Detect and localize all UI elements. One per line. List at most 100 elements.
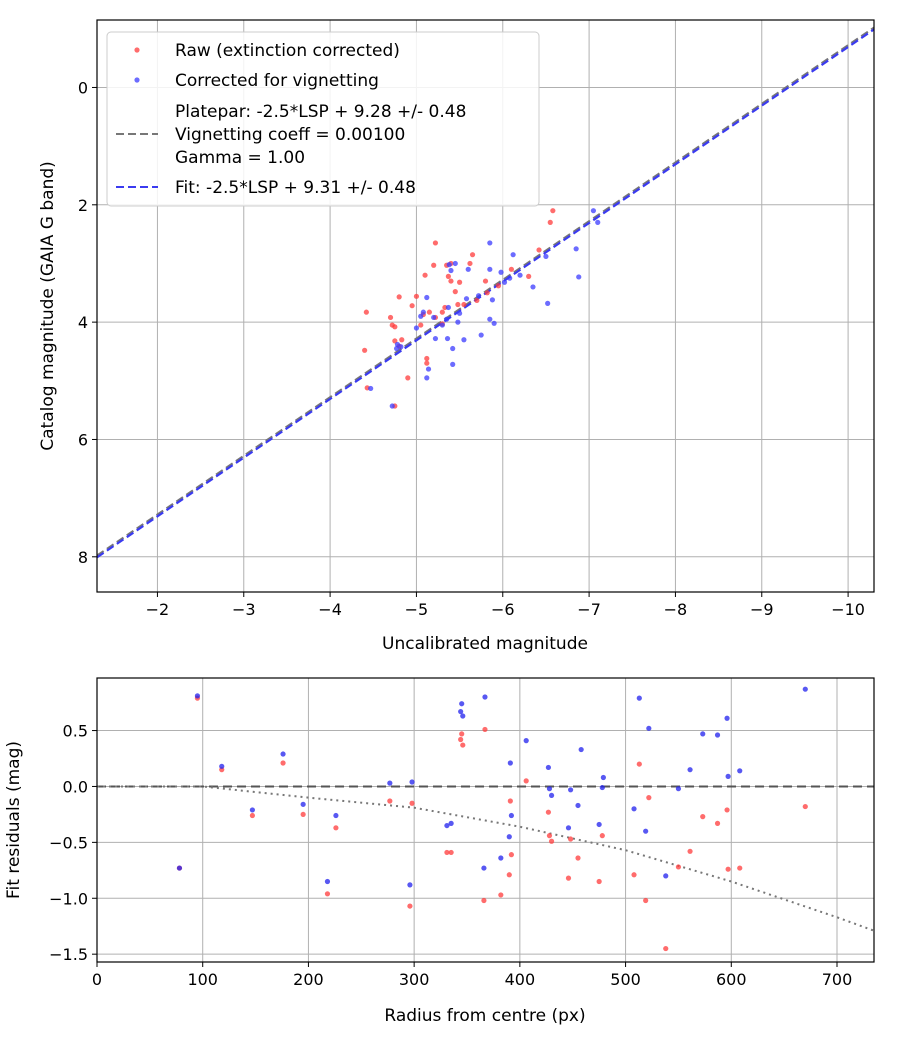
raw-point [432, 240, 439, 246]
corrected-point [546, 786, 553, 792]
raw-point [461, 301, 467, 308]
raw-point [445, 273, 451, 279]
corrected-point [596, 821, 602, 828]
corrected-point [424, 375, 430, 381]
corrected-point [463, 296, 470, 302]
raw-point [550, 208, 556, 214]
corrected-point [578, 746, 584, 753]
corrected-point [573, 246, 579, 252]
raw-point [418, 322, 424, 328]
corrected-point [448, 267, 454, 274]
raw-point [484, 290, 490, 296]
raw-point [426, 309, 432, 315]
vignetting-curve [97, 785, 874, 932]
corrected-point [300, 801, 306, 807]
corrected-point [714, 732, 721, 738]
y-tick-label: 0 [78, 78, 88, 97]
raw-point [409, 303, 415, 309]
raw-point [545, 809, 552, 815]
raw-point [460, 742, 466, 748]
legend-marker-corrected [134, 77, 140, 83]
corrected-point [543, 253, 549, 260]
legend-box [106, 31, 540, 207]
corrected-point [457, 310, 463, 316]
corrected-point [194, 693, 201, 699]
corrected-point [450, 361, 456, 367]
corrected-point [445, 304, 451, 311]
corrected-point [444, 822, 450, 829]
corrected-point [418, 313, 424, 319]
raw-point [392, 324, 398, 330]
raw-point [523, 778, 529, 784]
raw-point [536, 247, 542, 253]
bottom-reference-lines [97, 785, 874, 932]
corrected-point [482, 694, 488, 700]
raw-point [631, 872, 637, 878]
corrected-point [675, 786, 682, 792]
bottom-scatter-points [176, 686, 808, 952]
corrected-point [487, 316, 493, 322]
raw-point [508, 852, 514, 858]
corrected-point [802, 686, 808, 692]
corrected-point [420, 309, 426, 315]
bottom-y-axis-label: Fit residuals (mag) [4, 741, 24, 899]
raw-point [448, 278, 454, 284]
raw-point [482, 278, 489, 284]
corrected-point [491, 320, 497, 326]
raw-point [444, 849, 450, 856]
legend-label-fit: Fit: -2.5*LSP + 9.31 +/- 0.48 [175, 178, 416, 198]
corrected-point [333, 812, 339, 819]
x-tick-label: 400 [505, 970, 536, 989]
corrected-point [663, 873, 669, 879]
top-chart: −2 −3 −4 −5 −6 −7 −8 −9 −10 0 2 4 6 8 Uncalibrated m… [38, 19, 875, 654]
corrected-point [595, 219, 601, 225]
top-x-ticks: −2 −3 −4 −5 −6 −7 −8 −9 −10 [146, 592, 865, 619]
legend-label-platepar-3: Gamma = 1.00 [175, 148, 305, 168]
bottom-y-ticks: 0.5 0.0 −0.5 −1.0 −1.5 [49, 722, 97, 964]
raw-point [568, 836, 574, 842]
corrected-point [507, 275, 513, 281]
raw-point [409, 800, 415, 806]
raw-point [280, 760, 286, 766]
x-tick-label: 300 [399, 970, 430, 989]
bottom-x-axis-label: Radius from centre (px) [384, 1006, 585, 1026]
raw-point [508, 266, 514, 272]
corrected-point [507, 760, 513, 766]
raw-point [507, 798, 513, 804]
raw-point [300, 811, 306, 818]
x-tick-label: 200 [293, 970, 324, 989]
raw-point [575, 855, 581, 861]
corrected-point [409, 779, 415, 785]
y-tick-label: 0.0 [63, 777, 88, 796]
raw-point [362, 347, 368, 353]
raw-point [599, 833, 605, 839]
raw-point [495, 283, 502, 289]
x-tick-label: −8 [664, 600, 688, 619]
raw-point [324, 891, 331, 897]
corrected-point [425, 366, 432, 372]
bottom-plot-frame [96, 677, 875, 963]
corrected-point [575, 802, 581, 809]
x-tick-label: −4 [318, 600, 342, 619]
raw-point [458, 736, 464, 743]
top-y-ticks: 0 2 4 6 8 [78, 78, 97, 567]
x-tick-label: 0 [92, 970, 102, 989]
corrected-point [600, 774, 606, 781]
corrected-point [565, 825, 572, 831]
raw-point [249, 812, 255, 819]
raw-point [387, 314, 394, 321]
corrected-point [501, 279, 508, 285]
x-tick-label: 700 [822, 970, 853, 989]
raw-point [474, 297, 480, 304]
x-tick-label: −9 [750, 600, 774, 619]
legend-label-corrected: Corrected for vignetting [175, 71, 379, 91]
corrected-point [461, 337, 467, 343]
raw-point [399, 337, 405, 343]
y-tick-label: −0.5 [49, 833, 88, 852]
corrected-point [725, 773, 731, 779]
raw-point [643, 897, 649, 904]
raw-point [646, 795, 652, 801]
raw-point [802, 803, 808, 810]
corrected-point [460, 713, 466, 719]
corrected-point [465, 266, 471, 272]
